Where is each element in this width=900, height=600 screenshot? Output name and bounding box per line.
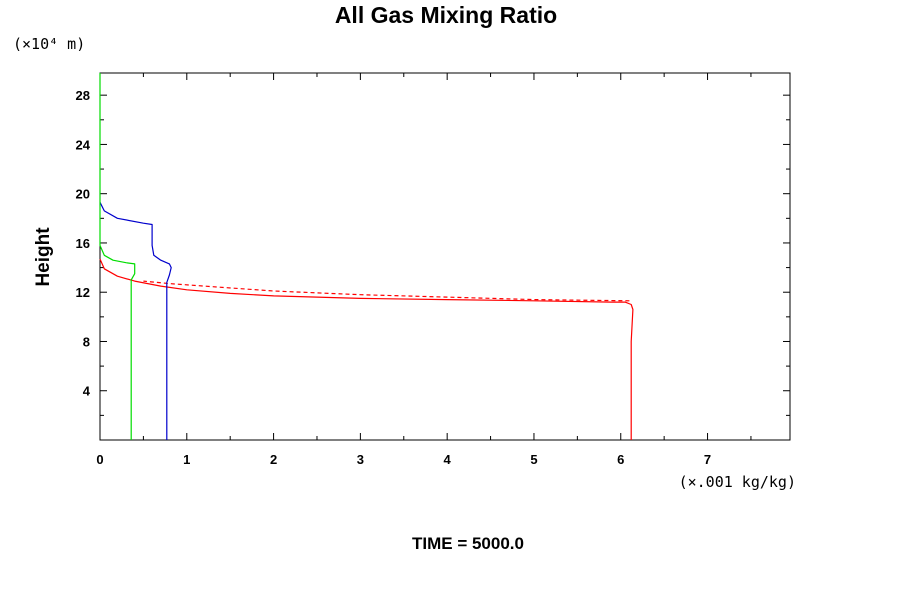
x-tick-label: 0 — [96, 452, 103, 467]
x-tick-label: 1 — [183, 452, 190, 467]
series-line-0 — [99, 258, 634, 440]
x-tick-label: 4 — [444, 452, 452, 467]
x-axis-unit: (×.001 kg/kg) — [679, 473, 796, 491]
plot-frame — [99, 72, 791, 441]
x-tick-label: 5 — [530, 452, 537, 467]
y-axis-label: Height — [33, 227, 54, 287]
y-tick-label: 16 — [76, 236, 90, 251]
x-tick-label: 6 — [617, 452, 624, 467]
x-tick-label: 7 — [704, 452, 711, 467]
y-tick-label: 24 — [76, 137, 91, 152]
time-label: TIME = 5000.0 — [412, 534, 524, 553]
x-tick-label: 2 — [270, 452, 277, 467]
y-axis-unit: (×10⁴ m) — [13, 35, 85, 53]
series-line-3 — [99, 73, 136, 440]
series-layer — [99, 73, 634, 440]
x-tick-label: 3 — [357, 452, 364, 467]
y-tick-label: 28 — [76, 88, 90, 103]
y-tick-label: 4 — [83, 384, 91, 399]
chart-title: All Gas Mixing Ratio — [335, 2, 557, 28]
series-line-1 — [143, 280, 630, 302]
y-tick-label: 12 — [76, 285, 90, 300]
series-line-2 — [99, 202, 172, 440]
y-tick-label: 20 — [76, 187, 90, 202]
axis-ticks — [99, 73, 790, 440]
y-tick-label: 8 — [83, 334, 90, 349]
